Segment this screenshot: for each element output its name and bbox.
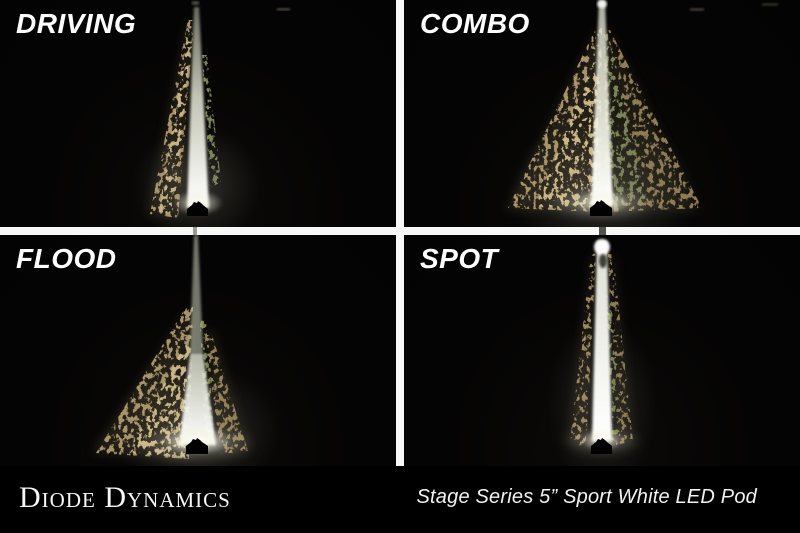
flood-horizon-mark — [193, 227, 197, 235]
brand-logo: Diode Dynamics — [19, 480, 231, 514]
panel-flood: FLOOD — [0, 235, 396, 466]
combo-beam-photo — [506, 0, 778, 227]
panel-combo: COMBO — [404, 0, 800, 227]
beam-label-combo: COMBO — [420, 8, 530, 39]
beam-label-flood: FLOOD — [16, 243, 117, 274]
spot-horizon-mark — [599, 227, 606, 235]
panel-spot: SPOT — [404, 235, 800, 466]
spot-beam-photo — [547, 239, 657, 466]
led-pod-silhouette — [591, 438, 612, 454]
vertical-divider — [396, 0, 404, 466]
beam-label-driving: DRIVING — [16, 8, 137, 39]
led-pod-silhouette — [187, 201, 208, 216]
led-pod-silhouette — [186, 438, 208, 454]
flood-beam-photo — [92, 235, 282, 466]
led-pod-silhouette — [590, 200, 612, 216]
beam-label-spot: SPOT — [420, 243, 499, 274]
panel-driving: DRIVING — [0, 0, 396, 227]
product-name: Stage Series 5” Sport White LED Pod — [416, 486, 757, 508]
footer-bar: Diode Dynamics Stage Series 5” Sport Whi… — [0, 466, 800, 533]
driving-beam-photo — [133, 1, 290, 227]
